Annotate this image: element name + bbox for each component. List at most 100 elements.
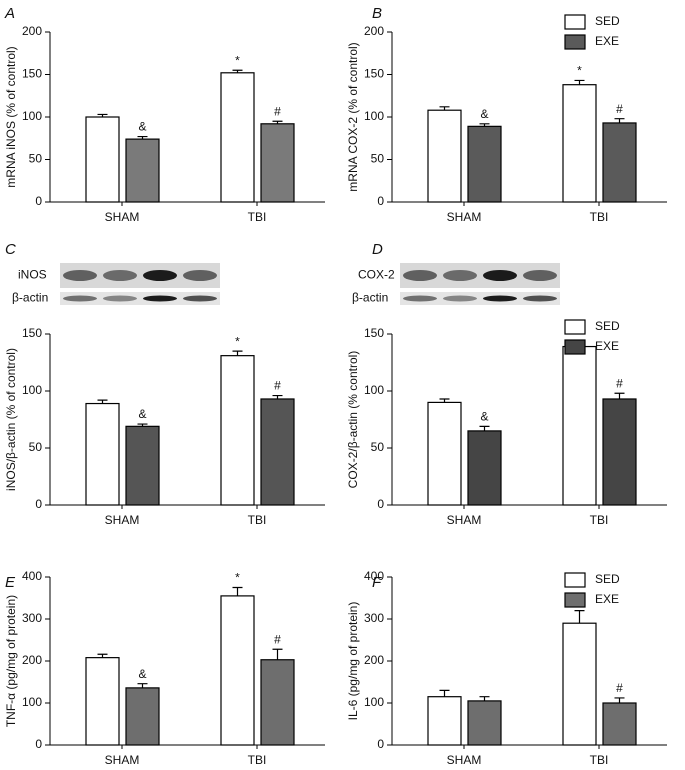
legend-label: EXE [595,34,619,48]
error-bar [479,696,490,701]
y-tick-label: 50 [371,152,385,166]
y-tick-label: 0 [377,737,384,751]
blot-band [103,295,137,302]
y-tick-label: 200 [22,653,42,667]
blot-band [523,295,557,302]
legend-label: SED [595,319,620,333]
error-bar [137,423,148,427]
x-tick-label: TBI [248,753,267,767]
blot-background [400,292,560,305]
significance-label: * [235,334,240,348]
y-tick-label: 400 [364,569,384,583]
y-tick-label: 0 [35,194,42,208]
blot-band [443,295,477,302]
x-tick-label: SHAM [447,753,482,767]
panel-letter: F [372,574,382,591]
y-tick-label: 150 [22,326,42,340]
blot-band [403,270,437,281]
error-bar [614,697,625,703]
blot-band [183,295,217,302]
bar [260,398,295,506]
bar [562,345,597,506]
blot-label: β-actin [352,291,388,305]
y-tick-label: 200 [364,24,384,38]
x-tick-label: TBI [248,210,267,224]
error-bar [439,689,450,697]
blot-band [143,270,177,281]
x-tick-label: SHAM [105,513,140,527]
x-tick-label: SHAM [105,753,140,767]
error-bar [439,398,450,403]
y-tick-label: 400 [22,569,42,583]
legend-label: EXE [595,339,619,353]
significance-label: * [577,64,582,78]
significance-label: # [616,376,623,390]
y-tick-label: 150 [22,67,42,81]
blot-band [443,270,477,281]
significance-label: & [138,407,146,421]
legend-swatch [564,572,586,588]
bar [85,657,120,746]
bar [602,702,637,746]
significance-label: # [274,379,281,393]
y-tick-label: 0 [35,497,42,511]
significance-label: * [235,571,240,585]
significance-label: # [274,104,281,118]
y-tick-label: 200 [364,653,384,667]
bar [427,109,462,203]
bar [220,72,255,203]
y-axis-title: mRNA iNOS (% of control) [4,46,18,187]
bar [602,122,637,203]
error-bar [614,392,625,399]
bar [260,659,295,746]
y-tick-label: 50 [371,440,385,454]
error-bar [97,653,108,658]
error-bar [479,425,490,431]
significance-label: & [480,107,488,121]
error-bar [97,113,108,117]
bar [220,355,255,506]
y-axis-title: iNOS/β-actin (% of control) [4,348,18,491]
y-tick-label: 0 [35,737,42,751]
y-tick-label: 100 [364,695,384,709]
bar [85,116,120,203]
legend-label: SED [595,572,620,586]
y-tick-label: 100 [22,695,42,709]
y-axis-title: IL-6 (pg/mg of protein) [346,602,360,721]
error-bar [574,79,585,85]
blot-band [143,295,177,302]
y-tick-label: 0 [377,497,384,511]
x-tick-label: SHAM [447,513,482,527]
blot-background [60,292,220,305]
significance-label: # [274,632,281,646]
bar [562,622,597,746]
bar [467,700,502,746]
error-bar [272,394,283,399]
y-tick-label: 100 [22,109,42,123]
x-tick-label: SHAM [105,210,140,224]
x-tick-label: TBI [248,513,267,527]
legend-label: EXE [595,592,619,606]
blot-band [63,295,97,302]
error-bar [439,106,450,111]
significance-label: & [138,667,146,681]
blot-label: COX-2 [358,268,395,282]
error-bar [614,118,625,123]
y-tick-label: 50 [29,152,43,166]
panel-letter: C [5,241,16,258]
panel-letter: E [5,574,16,591]
panel-letter: D [372,241,383,258]
legend-swatch [564,34,586,50]
y-tick-label: 300 [364,611,384,625]
panel-letter: A [4,5,15,22]
legend-label: SED [595,14,620,28]
bar [467,430,502,506]
bar [260,123,295,203]
legend-swatch [564,14,586,30]
error-bar [232,69,243,73]
blot-band [103,270,137,281]
blot-label: β-actin [12,291,48,305]
legend-swatch [564,339,586,355]
error-bar [574,610,585,624]
